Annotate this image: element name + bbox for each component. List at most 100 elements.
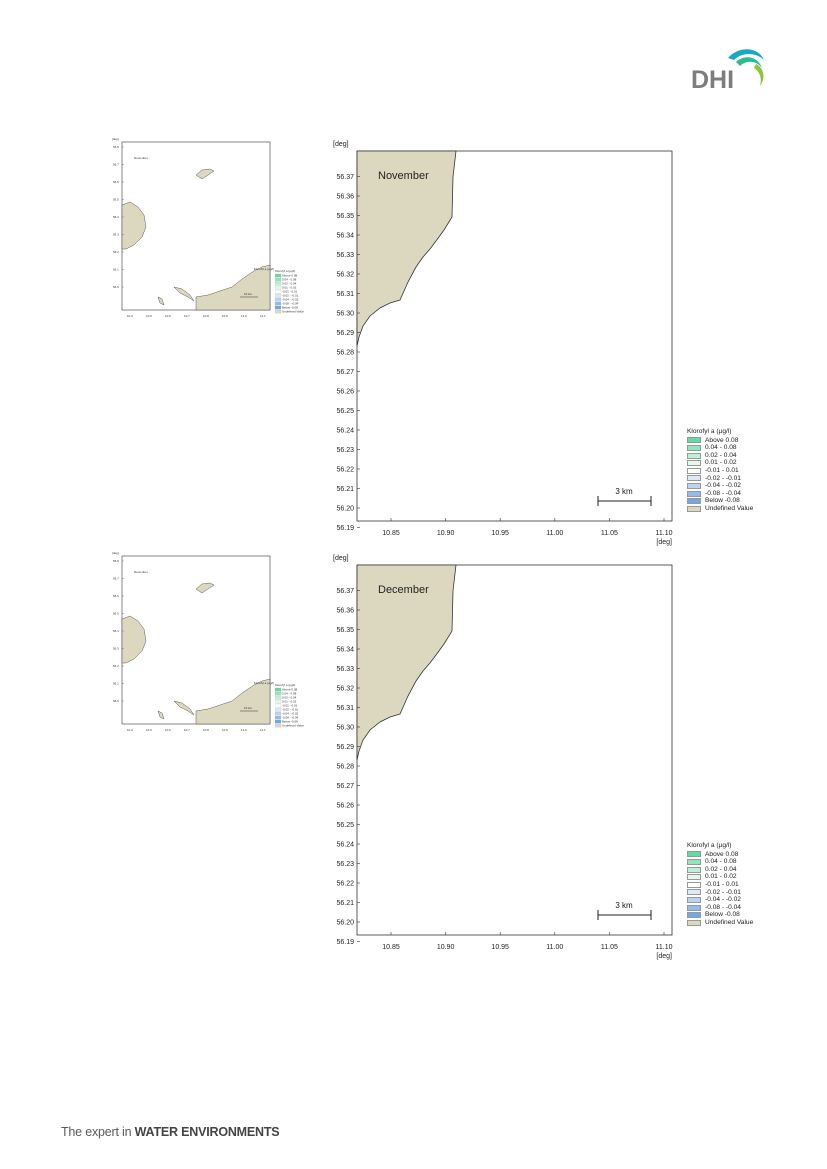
legend-item: 0.04 - 0.08 bbox=[687, 858, 753, 866]
svg-text:56.0: 56.0 bbox=[113, 699, 119, 703]
y-tick-label: 56.32 bbox=[336, 272, 354, 279]
legend-item: 0.02 - 0.04 bbox=[687, 452, 753, 460]
svg-text:56.0: 56.0 bbox=[113, 285, 119, 289]
legend-swatch bbox=[687, 889, 701, 896]
svg-text:11.0: 11.0 bbox=[241, 728, 247, 732]
y-tick-label: 56.29 bbox=[336, 744, 354, 751]
footer-tagline: The expert in WATER ENVIRONMENTS bbox=[61, 1125, 280, 1139]
x-tick-label: 11.05 bbox=[601, 530, 618, 537]
y-tick-label: 56.23 bbox=[336, 861, 354, 868]
map-title-month: December bbox=[378, 584, 429, 596]
svg-text:-0.04 - -0.02: -0.04 - -0.02 bbox=[282, 298, 299, 302]
legend-swatch bbox=[687, 866, 701, 873]
svg-text:10 km: 10 km bbox=[244, 706, 253, 710]
svg-text:Klorofyl a (µg/l): Klorofyl a (µg/l) bbox=[275, 269, 295, 273]
x-unit-label: [deg] bbox=[656, 539, 672, 546]
legend-swatch bbox=[687, 858, 701, 865]
legend-swatch bbox=[687, 444, 701, 451]
svg-text:-0.04 - -0.02: -0.04 - -0.02 bbox=[282, 712, 299, 716]
svg-text:56.5: 56.5 bbox=[113, 198, 119, 202]
legend-label: -0.02 - -0.01 bbox=[705, 888, 741, 896]
legend-item: -0.02 - -0.01 bbox=[687, 475, 753, 483]
legend-swatch bbox=[687, 912, 701, 919]
legend-item: -0.01 - 0.01 bbox=[687, 881, 753, 889]
svg-text:56.2: 56.2 bbox=[113, 664, 119, 668]
scale-bar-label: 3 km bbox=[615, 487, 633, 496]
y-tick-label: 56.20 bbox=[336, 506, 354, 513]
svg-text:10.6: 10.6 bbox=[165, 728, 171, 732]
svg-text:56.4: 56.4 bbox=[113, 215, 119, 219]
svg-text:10.6: 10.6 bbox=[165, 314, 171, 318]
legend-item: Below -0.08 bbox=[687, 911, 753, 919]
legend-label: 0.01 - 0.02 bbox=[705, 459, 737, 467]
svg-text:0.04 - 0.08: 0.04 - 0.08 bbox=[282, 692, 297, 696]
svg-text:10.5: 10.5 bbox=[146, 728, 152, 732]
svg-text:10.8: 10.8 bbox=[203, 314, 209, 318]
legend-swatch bbox=[687, 452, 701, 459]
y-tick-label: 56.31 bbox=[336, 705, 354, 712]
y-tick-label: 56.33 bbox=[336, 666, 354, 673]
svg-text:56.6: 56.6 bbox=[113, 594, 119, 598]
legend-swatch bbox=[687, 851, 701, 858]
y-unit-label: [deg] bbox=[333, 555, 349, 562]
svg-text:11.1: 11.1 bbox=[260, 314, 266, 318]
legend-item: -0.04 - -0.02 bbox=[687, 482, 753, 490]
svg-text:10.9: 10.9 bbox=[222, 314, 228, 318]
legend-swatch bbox=[687, 498, 701, 505]
svg-text:56.7: 56.7 bbox=[113, 163, 119, 167]
svg-text:0.02 - 0.04: 0.02 - 0.04 bbox=[282, 696, 297, 700]
legend-swatch bbox=[687, 881, 701, 888]
legend-swatch bbox=[687, 460, 701, 467]
legend-label: Undefined Value bbox=[705, 504, 754, 512]
y-tick-label: 56.36 bbox=[336, 194, 354, 201]
svg-text:56.8: 56.8 bbox=[113, 145, 119, 149]
y-tick-label: 56.22 bbox=[336, 467, 354, 474]
legend-item: -0.04 - -0.02 bbox=[687, 896, 753, 904]
legend-label: Below -0.08 bbox=[705, 911, 740, 919]
y-tick-label: 56.23 bbox=[336, 447, 354, 454]
legend-swatch bbox=[687, 490, 701, 497]
y-tick-label: 56.35 bbox=[336, 213, 354, 220]
x-tick-label: 10.85 bbox=[382, 944, 400, 951]
main-map-november: [deg] November 56.37 56.36 56.35 56.34 56.33 56… bbox=[330, 137, 675, 547]
y-tick-label: 56.26 bbox=[336, 803, 354, 810]
legend-label: -0.04 - -0.02 bbox=[705, 896, 741, 904]
legend-label: 0.02 - 0.04 bbox=[705, 451, 737, 459]
svg-text:10.7: 10.7 bbox=[184, 314, 190, 318]
overview-title: November bbox=[134, 156, 148, 160]
x-tick-label: 11.10 bbox=[656, 944, 673, 951]
y-tick-label: 56.28 bbox=[336, 764, 354, 771]
legend-item: Undefined Value bbox=[687, 505, 753, 513]
legend-swatch bbox=[687, 475, 701, 482]
overview-legend: Klorofyl a (µg/l) Above 0.08 0.04 - 0.08 0.… bbox=[275, 269, 305, 315]
svg-text:0.01 - 0.02: 0.01 - 0.02 bbox=[282, 700, 297, 704]
y-tick-label: 56.37 bbox=[336, 174, 354, 181]
legend-label: -0.08 - -0.04 bbox=[705, 489, 741, 497]
svg-text:-0.02 - -0.01: -0.02 - -0.01 bbox=[282, 708, 299, 712]
svg-text:56.6: 56.6 bbox=[113, 180, 119, 184]
svg-text:-0.08 - -0.04: -0.08 - -0.04 bbox=[282, 302, 299, 306]
y-tick-label: 56.19 bbox=[336, 939, 354, 946]
footer-emphasis: WATER ENVIRONMENTS bbox=[134, 1125, 280, 1139]
svg-text:Below -0.08: Below -0.08 bbox=[282, 306, 298, 310]
legend-item: 0.02 - 0.04 bbox=[687, 866, 753, 874]
legend-item: -0.08 - -0.04 bbox=[687, 490, 753, 498]
svg-text:56.2: 56.2 bbox=[113, 250, 119, 254]
footer-prefix: The expert in bbox=[61, 1125, 135, 1139]
svg-text:-0.08 - -0.04: -0.08 - -0.04 bbox=[282, 716, 299, 720]
legend-label: -0.01 - 0.01 bbox=[705, 466, 739, 474]
svg-text:0.01 - 0.02: 0.01 - 0.02 bbox=[282, 286, 297, 290]
y-tick-label: 56.24 bbox=[336, 428, 354, 435]
coastline-land bbox=[356, 150, 457, 347]
y-tick-label: 56.30 bbox=[336, 311, 354, 318]
svg-text:10.7: 10.7 bbox=[184, 728, 190, 732]
svg-text:11.1: 11.1 bbox=[260, 728, 266, 732]
svg-text:56.3: 56.3 bbox=[113, 647, 119, 651]
svg-text:Above 0.08: Above 0.08 bbox=[282, 688, 298, 692]
x-tick-label: 11.00 bbox=[546, 530, 563, 537]
y-tick-label: 56.33 bbox=[336, 252, 354, 259]
y-tick-label: 56.34 bbox=[336, 647, 354, 654]
legend-swatch bbox=[687, 904, 701, 911]
svg-text:Klorofyl a (µg/l): Klorofyl a (µg/l) bbox=[275, 683, 295, 687]
x-tick-label: 10.90 bbox=[437, 944, 455, 951]
